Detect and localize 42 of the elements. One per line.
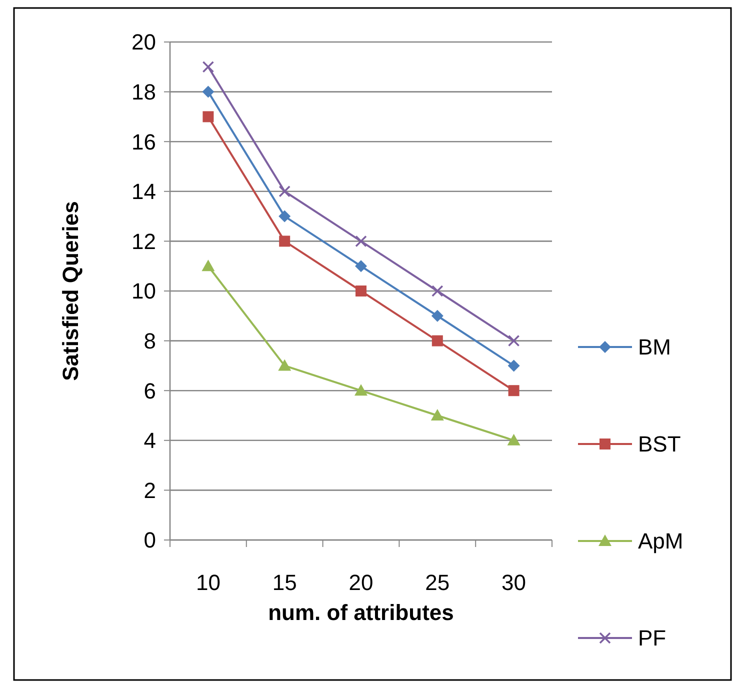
x-axis-title: num. of attributes	[268, 600, 454, 625]
point	[202, 86, 214, 98]
y-tick-label: 18	[132, 80, 156, 104]
point	[278, 210, 291, 222]
y-tick-label: 8	[144, 328, 156, 354]
point	[354, 384, 368, 396]
point	[508, 334, 520, 347]
y-tick-label: 16	[132, 129, 156, 154]
legend-label: BM	[638, 334, 671, 360]
legend-label: PF	[638, 626, 666, 651]
x-tick-label: 15	[272, 570, 297, 595]
point	[202, 260, 215, 272]
x-tick-label: 30	[502, 570, 526, 595]
y-tick-label: 14	[132, 179, 156, 204]
legend-label: BST	[638, 432, 681, 457]
legend-label: ApM	[638, 528, 684, 554]
x-tick-label: 25	[425, 570, 450, 595]
point	[508, 360, 520, 372]
y-tick-label: 20	[132, 30, 156, 55]
point	[430, 409, 444, 420]
point	[508, 385, 520, 396]
point	[279, 236, 290, 247]
y-tick-label: 2	[144, 478, 156, 503]
point	[432, 285, 444, 297]
point	[356, 286, 366, 296]
y-tick-label: 4	[144, 428, 156, 454]
x-tick-label: 20	[348, 570, 374, 595]
point	[355, 235, 367, 248]
x-tick-label: 10	[196, 570, 220, 595]
point	[355, 260, 367, 272]
point	[202, 61, 214, 73]
point	[507, 434, 520, 446]
point	[431, 310, 444, 322]
y-tick-label: 10	[132, 278, 156, 304]
y-axis-title: Satisfied Queries	[58, 201, 83, 381]
point	[432, 335, 443, 346]
y-tick-label: 6	[144, 378, 156, 404]
point	[278, 186, 290, 198]
y-tick-label: 12	[132, 228, 156, 254]
y-tick-label: 0	[144, 528, 156, 553]
point	[202, 111, 214, 122]
point	[278, 359, 292, 371]
